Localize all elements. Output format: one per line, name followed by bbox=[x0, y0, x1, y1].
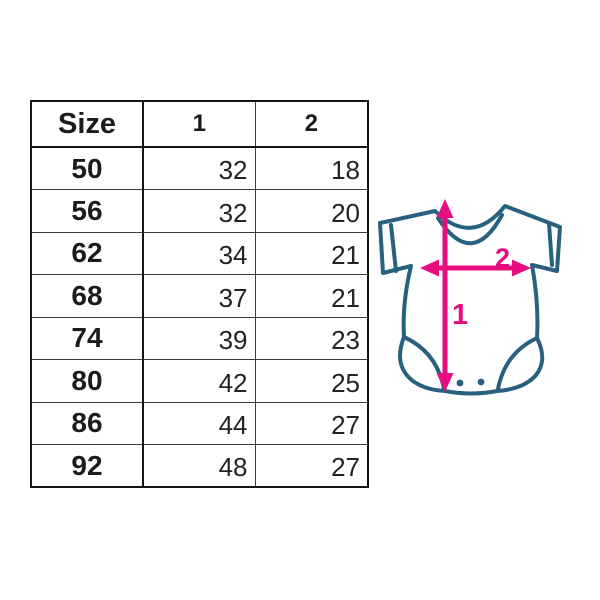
size-label: 92 bbox=[30, 444, 144, 488]
size-table: Size 1 2 50 32 18 56 32 20 62 34 21 68 bbox=[30, 100, 369, 488]
measurement-1: 32 bbox=[142, 146, 256, 190]
measurement-1: 44 bbox=[142, 401, 256, 445]
measurement-1: 42 bbox=[142, 359, 256, 403]
size-label: 86 bbox=[30, 401, 144, 445]
vertical-measure-arrow bbox=[436, 199, 454, 392]
measurement-2: 23 bbox=[254, 316, 369, 360]
snap-button-dot bbox=[477, 378, 485, 386]
measure-label-2: 2 bbox=[495, 243, 510, 273]
size-label: 80 bbox=[30, 359, 144, 403]
size-label: 56 bbox=[30, 189, 144, 233]
horizontal-measure-arrow bbox=[420, 259, 531, 277]
measurement-1: 39 bbox=[142, 316, 256, 360]
measurement-1: 34 bbox=[142, 231, 256, 275]
measurement-2: 18 bbox=[254, 146, 369, 190]
measurement-2: 21 bbox=[254, 231, 369, 275]
leg-opening-line-right bbox=[496, 336, 539, 391]
table-row: 86 44 27 bbox=[30, 401, 369, 445]
leg-opening-line-left bbox=[402, 335, 446, 391]
col-header-2: 2 bbox=[254, 100, 369, 148]
table-row: 50 32 18 bbox=[30, 146, 369, 190]
size-label: 74 bbox=[30, 316, 144, 360]
measurement-2: 25 bbox=[254, 359, 369, 403]
table-row: 62 34 21 bbox=[30, 231, 369, 275]
size-label: 50 bbox=[30, 146, 144, 190]
table-row: 56 32 20 bbox=[30, 189, 369, 233]
measure-label-1: 1 bbox=[452, 299, 468, 331]
arrowhead-left-icon bbox=[420, 259, 439, 277]
col-header-size: Size bbox=[30, 100, 144, 148]
measurement-2: 20 bbox=[254, 189, 369, 233]
size-label: 62 bbox=[30, 231, 144, 275]
measurement-1: 32 bbox=[142, 189, 256, 233]
measurement-2: 27 bbox=[254, 444, 369, 488]
measurement-1: 48 bbox=[142, 444, 256, 488]
size-label: 68 bbox=[30, 274, 144, 318]
table-row: 92 48 27 bbox=[30, 444, 369, 488]
measurement-1: 37 bbox=[142, 274, 256, 318]
table-header-row: Size 1 2 bbox=[30, 100, 369, 148]
bodysuit-outline bbox=[378, 204, 562, 396]
measurement-2: 27 bbox=[254, 401, 369, 445]
table-row: 80 42 25 bbox=[30, 359, 369, 403]
table-row: 68 37 21 bbox=[30, 274, 369, 318]
bodysuit-measurement-diagram: 1 2 bbox=[378, 199, 562, 396]
table-row: 74 39 23 bbox=[30, 316, 369, 360]
arrowhead-right-icon bbox=[512, 259, 531, 277]
arrowhead-down-icon bbox=[436, 373, 454, 392]
sleeve-cuff-line-right bbox=[547, 222, 554, 267]
snap-button-dot bbox=[456, 379, 464, 387]
sleeve-cuff-line-left bbox=[389, 223, 398, 273]
measurement-2: 21 bbox=[254, 274, 369, 318]
col-header-1: 1 bbox=[142, 100, 256, 148]
arrowhead-up-icon bbox=[436, 199, 454, 218]
